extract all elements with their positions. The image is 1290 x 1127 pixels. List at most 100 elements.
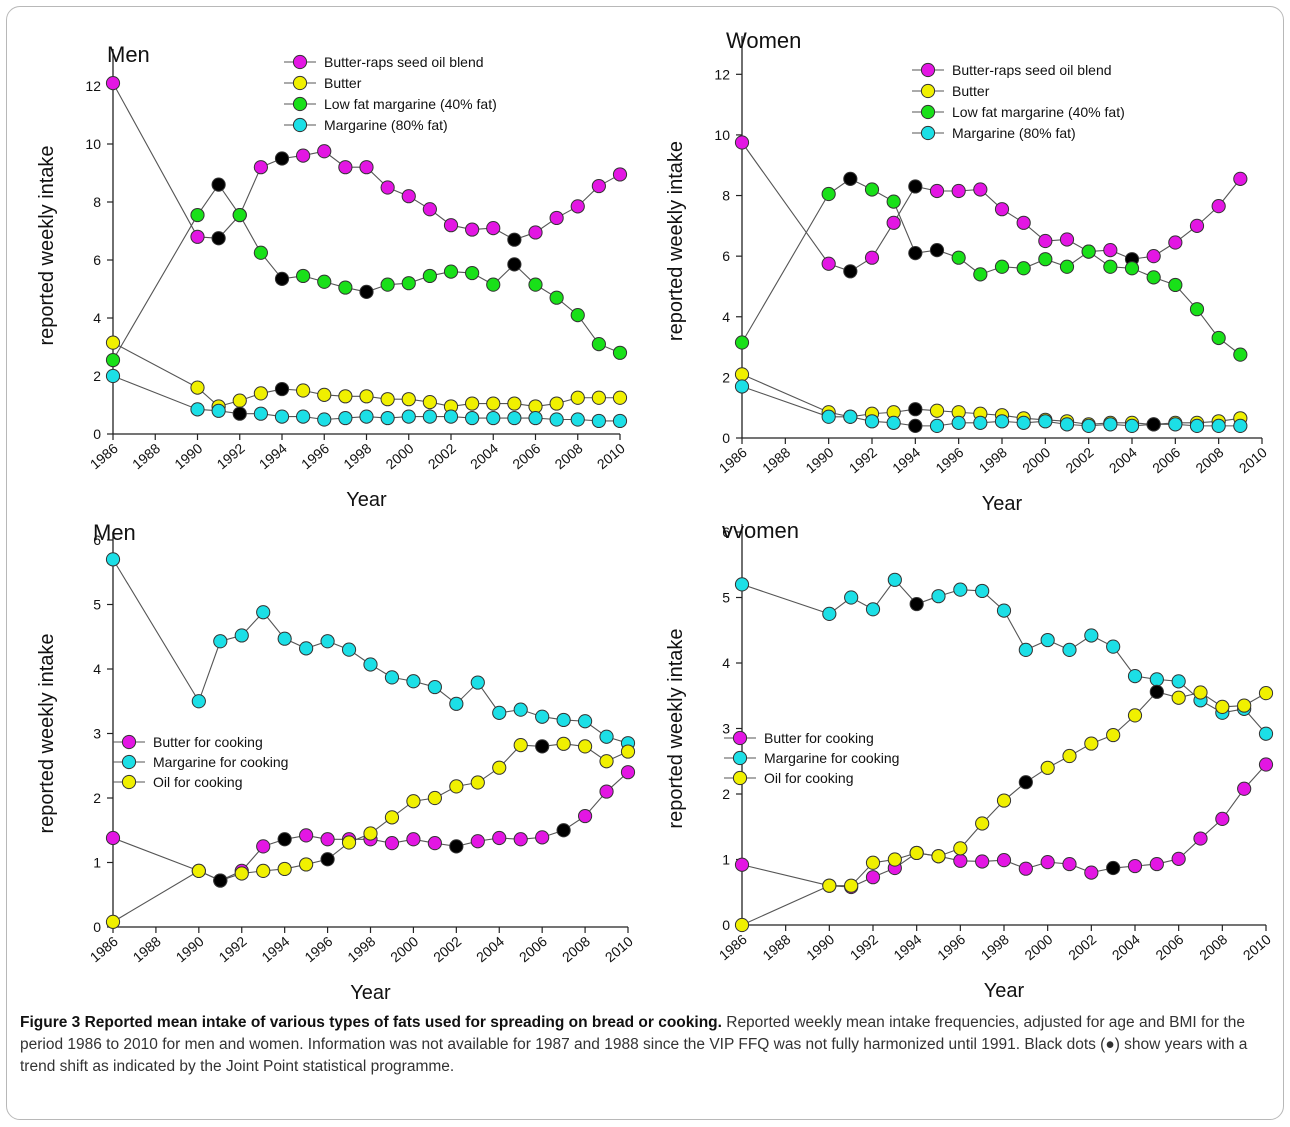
legend-marker [920,62,936,78]
data-point [973,267,988,282]
y-tick-label: 6 [722,524,730,540]
data-point [105,830,121,846]
data-point [296,268,311,284]
data-point [887,852,902,867]
data-point [929,242,945,258]
x-tick-label: 1988 [759,444,793,476]
data-point [1193,685,1208,700]
data-point [1127,858,1143,874]
x-tick-label: 1986 [716,444,750,476]
y-tick-label: 2 [722,786,730,802]
data-point [1149,672,1164,687]
data-point [213,873,228,888]
data-point [296,148,311,163]
data-point [338,280,353,295]
data-point [528,225,543,240]
data-point [465,265,480,281]
x-tick-label: 2000 [1021,931,1055,963]
data-point [577,808,593,824]
series-points-3 [734,171,1248,362]
data-point [338,160,353,175]
figure-caption: Figure 3 Reported mean intake of various… [20,1012,1270,1078]
data-point [951,183,966,199]
data-point [449,839,464,854]
data-point [380,277,395,292]
data-point [341,835,357,850]
data-point [274,151,290,166]
data-point [486,277,501,292]
data-point [1059,259,1075,274]
data-point [338,389,353,404]
series-line-3 [741,178,1241,356]
x-tick-label: 2004 [1109,931,1143,963]
data-point [1038,233,1053,249]
data-point [953,841,968,856]
data-point [253,245,268,260]
x-axis-title: Year [982,493,1023,515]
data-point [996,603,1012,618]
data-point [570,199,585,214]
legend-marker [732,770,748,786]
data-point [535,739,550,754]
data-point [822,878,837,893]
data-point [465,222,480,237]
data-point [908,418,923,433]
data-point [599,729,614,744]
x-tick-label: 1992 [846,444,880,476]
data-point [1059,417,1075,432]
series-points-2 [734,572,1274,741]
data-point [1040,632,1055,648]
data-point [232,207,247,223]
legend-label: Butter-raps seed oil blend [952,62,1112,78]
series-points-1 [105,76,628,247]
data-point [256,863,271,878]
data-point [317,274,332,289]
data-point [296,409,311,424]
y-tick-label: 4 [722,309,730,325]
data-point [211,177,226,192]
data-point [953,582,968,597]
y-tick-label: 1 [93,855,101,871]
data-point [821,186,836,202]
x-tick-label: 2004 [1106,444,1140,476]
data-point [406,832,421,847]
x-tick-label: 2008 [1192,444,1226,476]
data-point [1215,699,1230,714]
data-point [528,410,543,426]
data-point [909,845,924,861]
chart-panel-2: 0 2 4 6 8 10 12 1986 1988 1990 1992 1994 1996 1998 200… [665,28,1270,515]
figure-frame [6,6,1284,1120]
data-point [213,634,228,649]
data-point [535,830,550,845]
data-point [449,779,464,794]
y-tick-label: 4 [93,661,101,677]
data-point [931,589,946,604]
x-tick-label: 1996 [934,931,968,963]
data-point [384,836,400,851]
legend-label: Butter-raps seed oil blend [324,54,484,70]
data-point [1233,171,1248,186]
data-point [599,784,614,799]
data-point [422,395,437,410]
data-point [486,396,501,411]
data-point [422,409,437,424]
data-point [821,256,836,271]
data-point [363,826,378,841]
series-line-1 [112,771,629,882]
data-point [401,392,416,407]
data-point [734,577,750,592]
x-tick-label: 1986 [87,933,121,965]
data-point [1146,270,1161,285]
data-point [612,167,628,182]
data-point [191,863,206,878]
data-point [513,832,528,847]
series-points-2 [105,335,628,414]
data-point [427,679,442,695]
y-tick-label: 0 [93,426,101,442]
data-point [443,409,459,424]
data-point [465,410,480,426]
data-point [232,393,247,408]
x-tick-label: 1988 [129,440,163,472]
legend-label: Margarine for cooking [764,750,899,766]
data-point [320,634,335,649]
